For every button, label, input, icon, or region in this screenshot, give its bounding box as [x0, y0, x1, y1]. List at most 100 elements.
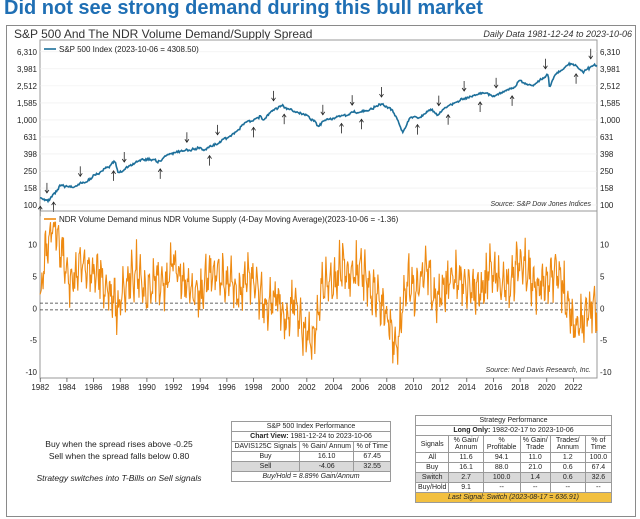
sell-arrow — [271, 90, 276, 102]
strategy-perf-caption: Strategy Performance — [415, 415, 612, 426]
bottom-yticks-left: 10 5 0 -5 -10 — [25, 241, 37, 378]
bottom-ytick-label: -5 — [600, 336, 608, 345]
x-tick-label: 1990 — [138, 383, 156, 392]
strategy-perf-long-only: Long Only: 1982-02-17 to 2023-10-06 — [415, 425, 612, 436]
arrow-head — [44, 189, 50, 194]
index-perf-header: DAVIS125C Signals — [230, 441, 301, 452]
strategy-perf-header: % Profitable — [482, 435, 521, 453]
x-tick-label: 1988 — [111, 383, 129, 392]
table-cell: 67.4 — [584, 462, 613, 473]
x-tick-label: 2010 — [405, 383, 423, 392]
index-perf-header: % of Time — [353, 441, 391, 452]
arrow-head — [509, 95, 515, 100]
arrow-head — [349, 101, 355, 106]
bottom-ytick-label: 0 — [33, 304, 38, 313]
strategy-perf-header: Signals — [414, 435, 450, 453]
arrow-head — [271, 97, 276, 102]
top-ytick-label: 398 — [600, 150, 614, 159]
arrow-head — [445, 114, 451, 118]
bottom-legend: NDR Volume Demand minus NDR Volume Suppl… — [44, 215, 399, 224]
table-cell: 21.0 — [519, 462, 551, 473]
top-ytick-label: 100 — [24, 201, 38, 210]
table-cell: 100.0 — [584, 452, 613, 463]
top-source: Source: S&P Dow Jones Indices — [490, 201, 591, 208]
table-cell: Switch — [414, 472, 450, 483]
x-tick-label: 1994 — [191, 383, 209, 392]
table-cell: All — [414, 452, 450, 463]
buy-arrow — [359, 118, 364, 130]
table-cell: 9.1 — [448, 482, 484, 493]
sell-arrow — [77, 166, 83, 178]
x-tick-label: 2016 — [485, 383, 503, 392]
sell-arrow — [588, 48, 594, 60]
table-cell: 0.6 — [549, 462, 586, 473]
strategy-note: Strategy switches into T-Bills on Sell s… — [36, 473, 202, 483]
sell-arrow — [121, 152, 127, 163]
arrow-head — [77, 173, 83, 178]
bottom-ytick-label: 0 — [600, 304, 605, 313]
strategy-perf-header: % Gain/ Trade — [519, 435, 551, 453]
table-row: Switch 2.7 100.0 1.4 0.6 32.6 — [414, 472, 613, 483]
buy-arrow — [111, 170, 116, 181]
arrow-head — [379, 93, 384, 98]
sell-arrow — [44, 182, 50, 194]
x-tick-label: 2012 — [431, 383, 449, 392]
index-perf-footer: Buy/Hold = 8.89% Gain/Annum — [231, 471, 391, 482]
x-tick-label: 1984 — [58, 383, 76, 392]
sell-arrow — [320, 104, 326, 116]
buy-arrow — [281, 113, 287, 125]
top-ytick-label: 6,310 — [600, 48, 621, 57]
x-tick-label: 2022 — [565, 383, 583, 392]
table-row: Buy 16.1 88.0 21.0 0.6 67.4 — [414, 462, 613, 473]
table-cell: 1.2 — [549, 452, 586, 463]
index-perf-chart-view: Chart View: 1981-12-24 to 2023-10-06 — [231, 431, 391, 442]
sell-arrow — [215, 124, 220, 136]
sell-arrow — [436, 95, 442, 107]
arrow-head — [339, 122, 344, 127]
bottom-ytick-label: 10 — [28, 241, 37, 250]
arrow-head — [436, 102, 442, 107]
spread-line — [39, 221, 598, 365]
sell-arrow — [349, 95, 355, 106]
arrow-head — [281, 113, 287, 118]
bottom-ytick-label: -10 — [600, 368, 612, 377]
x-tick-label: 1998 — [245, 383, 263, 392]
top-ytick-label: 631 — [600, 133, 614, 142]
top-ytick-label: 1,000 — [17, 116, 38, 125]
top-ytick-label: 158 — [24, 184, 38, 193]
bottom-legend-text: NDR Volume Demand minus NDR Volume Suppl… — [59, 215, 399, 224]
table-row: Buy/Hold 9.1 -- -- -- -- — [414, 482, 613, 493]
table-cell: 11.6 — [448, 452, 484, 463]
arrow-head — [51, 201, 56, 206]
index-perf-caption: S&P 500 Index Performance — [231, 421, 391, 432]
arrow-head — [157, 168, 163, 173]
arrow-head — [37, 205, 43, 210]
sell-arrow — [184, 132, 190, 143]
buy-arrow — [477, 101, 483, 113]
strategy-rules: Buy when the spread rises above -0.25 Se… — [14, 438, 224, 484]
arrow-head — [573, 73, 579, 78]
arrow-head — [359, 118, 364, 123]
top-ytick-label: 3,981 — [17, 65, 38, 74]
arrow-head — [477, 101, 483, 106]
top-ytick-label: 1,585 — [17, 99, 38, 108]
x-tick-label: 1986 — [85, 383, 103, 392]
top-ytick-label: 6,310 — [17, 48, 38, 57]
top-ytick-label: 1,585 — [600, 99, 621, 108]
bottom-ytick-label: -10 — [25, 368, 37, 377]
table-cell: 88.0 — [482, 462, 521, 473]
buy-rule: Buy when the spread rises above -0.25 — [45, 439, 193, 449]
table-row: Sell -4.06 32.55 — [230, 461, 391, 472]
arrow-head — [493, 84, 499, 89]
buy-arrow — [207, 154, 212, 166]
table-cell: 16.10 — [299, 451, 355, 462]
strategy-perf-header: % of Time — [584, 435, 613, 453]
x-tick-label: 2000 — [271, 383, 289, 392]
table-cell: -- — [584, 482, 613, 493]
buy-arrow — [509, 95, 515, 106]
top-ytick-label: 2,512 — [600, 82, 621, 91]
table-cell: -- — [549, 482, 586, 493]
date-range: Daily Data 1981-12-24 to 2023-10-06 — [483, 29, 632, 39]
x-tick-label: 2014 — [458, 383, 476, 392]
top-ytick-label: 1,000 — [600, 116, 621, 125]
